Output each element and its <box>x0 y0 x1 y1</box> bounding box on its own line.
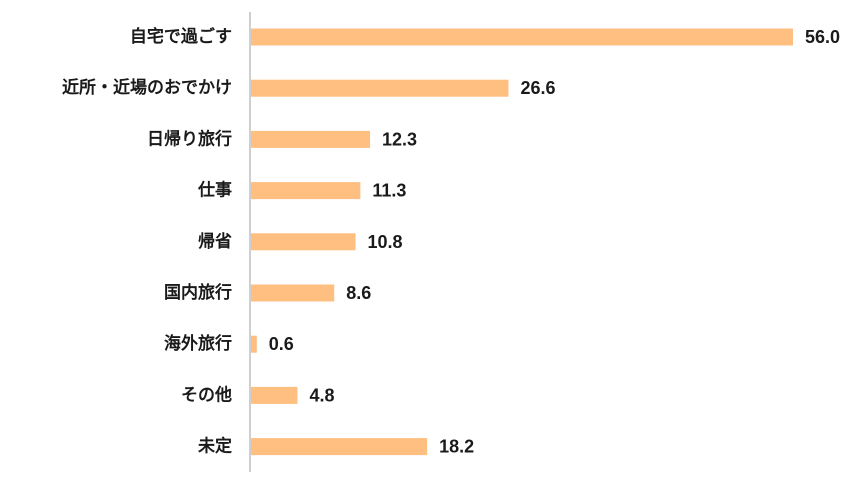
value-labels: 56.0 26.6 12.3 11.3 10.8 8.6 0.6 4.8 18.2 <box>269 27 840 457</box>
value-label: 10.8 <box>368 232 403 252</box>
category-label: 日帰り旅行 <box>147 128 232 149</box>
bar-group <box>251 28 793 456</box>
category-label: 近所・近場のおでかけ <box>62 77 232 98</box>
value-label: 12.3 <box>382 129 417 149</box>
category-label: 自宅で過ごす <box>130 26 232 47</box>
value-label: 56.0 <box>805 27 840 47</box>
bar-5 <box>251 284 335 302</box>
value-label: 11.3 <box>372 181 406 201</box>
bar-8 <box>251 438 428 456</box>
category-label: 国内旅行 <box>164 282 232 303</box>
bar-6 <box>251 335 257 353</box>
category-label: 仕事 <box>197 180 232 201</box>
category-label: 海外旅行 <box>164 333 232 354</box>
value-label: 26.6 <box>520 78 555 98</box>
category-label: 帰省 <box>198 231 232 252</box>
value-label: 18.2 <box>439 437 474 457</box>
bar-3 <box>251 182 361 200</box>
category-label: 未定 <box>197 436 232 457</box>
bar-1 <box>251 79 509 97</box>
value-label: 8.6 <box>346 283 371 303</box>
value-label: 0.6 <box>269 334 294 354</box>
category-label: その他 <box>181 384 232 405</box>
bar-2 <box>251 130 371 148</box>
value-label: 4.8 <box>309 385 334 405</box>
bar-0 <box>251 28 793 46</box>
bar-4 <box>251 233 356 251</box>
bar-7 <box>251 386 298 404</box>
